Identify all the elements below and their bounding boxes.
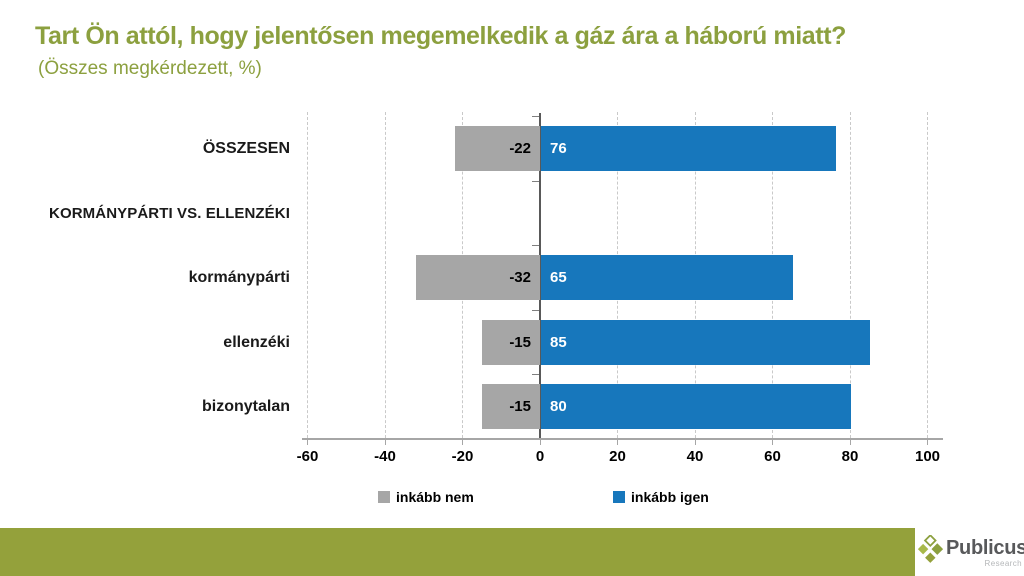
bar-inkabb-igen: 85 bbox=[541, 319, 871, 365]
publicus-logo: Publicus Research bbox=[916, 533, 1024, 573]
bar-value-label: -32 bbox=[509, 269, 531, 287]
x-axis-tick bbox=[617, 440, 618, 445]
bar-value-label: 80 bbox=[550, 398, 567, 416]
x-axis-tick bbox=[772, 440, 773, 445]
x-axis-tick bbox=[384, 440, 386, 445]
legend-swatch-gray-icon bbox=[378, 491, 390, 503]
bar-value-label: -15 bbox=[509, 398, 531, 416]
bar-inkabb-nem: -15 bbox=[481, 319, 540, 365]
category-boundary-tick bbox=[532, 309, 539, 311]
x-axis-tick bbox=[462, 440, 463, 445]
bar-value-label: -22 bbox=[509, 140, 531, 157]
x-axis-tick bbox=[849, 440, 851, 445]
gridline--60 bbox=[307, 112, 308, 438]
x-axis-tick bbox=[539, 440, 541, 445]
bar-inkabb-igen: 65 bbox=[541, 255, 793, 301]
legend-item-inkabb-igen: inkább igen bbox=[613, 489, 709, 505]
brand-subname: Research bbox=[984, 559, 1022, 568]
x-axis-tick bbox=[307, 440, 308, 445]
x-tick-label: 80 bbox=[841, 448, 859, 465]
x-axis-line bbox=[302, 438, 943, 440]
gridline-100 bbox=[927, 112, 928, 438]
section-label: KORMÁNYPÁRTI VS. ELLENZÉKI bbox=[49, 204, 290, 222]
brand-name: Publicus bbox=[946, 537, 1024, 559]
gridline--40 bbox=[384, 112, 386, 438]
legend-swatch-blue-icon bbox=[613, 491, 625, 503]
legend-label: inkább nem bbox=[396, 489, 474, 505]
zero-baseline bbox=[539, 113, 541, 439]
bar-inkabb-igen: 76 bbox=[541, 126, 836, 171]
category-label: bizonytalan bbox=[201, 398, 290, 416]
category-boundary-tick bbox=[532, 245, 539, 247]
bar-inkabb-nem: -15 bbox=[481, 384, 540, 430]
x-axis-tick bbox=[694, 440, 696, 445]
category-boundary-tick bbox=[532, 180, 539, 182]
category-label: ÖSSZESEN bbox=[202, 140, 290, 157]
category-label: ellenzéki bbox=[223, 333, 290, 351]
x-tick-label: 100 bbox=[914, 448, 941, 465]
x-tick-label: -20 bbox=[451, 448, 474, 465]
x-tick-label: 60 bbox=[764, 448, 781, 465]
chart-legend: inkább nem inkább igen bbox=[0, 489, 1024, 511]
bar-inkabb-igen: 80 bbox=[541, 384, 851, 430]
chart-subtitle: (Összes megkérdezett, %) bbox=[38, 58, 262, 79]
bar-value-label: 85 bbox=[550, 333, 567, 351]
publicus-diamond-icon bbox=[917, 535, 944, 563]
x-tick-label: 20 bbox=[609, 448, 626, 465]
x-tick-label: -60 bbox=[296, 448, 319, 465]
footer-accent-bar bbox=[0, 528, 915, 576]
bar-value-label: -15 bbox=[509, 333, 531, 351]
bar-chart: -60 -40 -20 0 20 40 60 80 100 ÖSSZESEN -22 76 KORMÁN… bbox=[0, 110, 1024, 480]
bar-inkabb-nem: -22 bbox=[454, 126, 540, 171]
x-tick-label: -40 bbox=[374, 448, 396, 465]
chart-title: Tart Ön attól, hogy jelentősen megemelke… bbox=[35, 22, 847, 50]
x-tick-label: 40 bbox=[686, 448, 704, 465]
bar-value-label: 76 bbox=[550, 140, 567, 157]
category-label: kormánypárti bbox=[188, 269, 290, 287]
bar-inkabb-nem: -32 bbox=[416, 255, 540, 301]
category-boundary-tick bbox=[532, 116, 539, 117]
category-boundary-tick bbox=[532, 374, 539, 376]
x-axis-tick bbox=[927, 440, 928, 445]
gridline-80 bbox=[849, 112, 851, 438]
bar-value-label: 65 bbox=[550, 269, 567, 287]
legend-item-inkabb-nem: inkább nem bbox=[378, 489, 474, 505]
legend-label: inkább igen bbox=[631, 489, 709, 505]
x-tick-label: 0 bbox=[535, 448, 545, 465]
